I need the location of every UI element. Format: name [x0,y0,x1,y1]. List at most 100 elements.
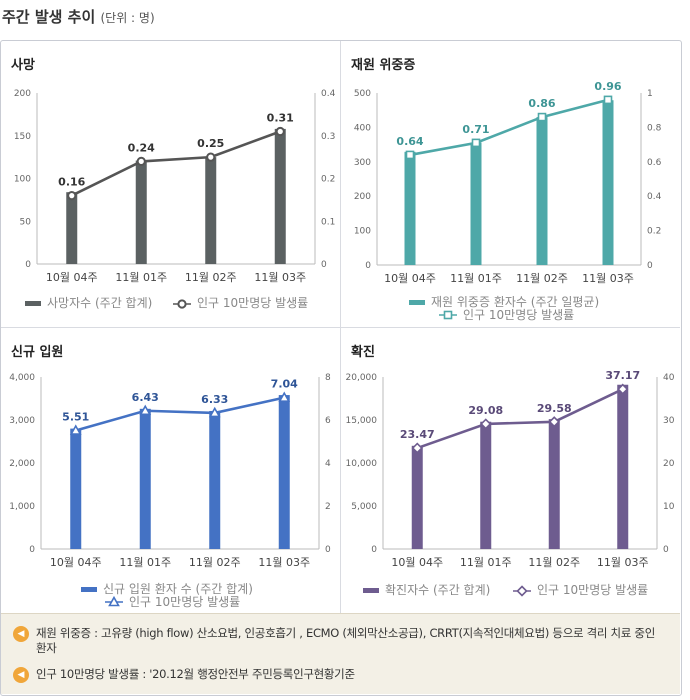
y2-tick-label: 20 [663,459,675,469]
x-tick-label: 10월 04주 [391,556,443,569]
data-label: 29.08 [468,404,503,417]
data-label: 0.64 [396,135,423,148]
x-tick-label: 10월 04주 [46,271,98,284]
x-tick-label: 10월 04주 [50,556,102,569]
chart-title: 확진 [351,344,375,360]
rate-point [411,442,423,454]
legend: 재원 위중증 환자수 (주간 일평균)인구 10만명당 발생률 [409,295,599,322]
y2-tick-label: 0 [321,260,327,270]
chart-svg: 신규 입원 0 1,000 2,000 3,000 4,000 0 2 4 6 8 10월 04주 11… [9,345,331,609]
rate-point [208,406,221,418]
bar [278,395,290,549]
legend-bar-swatch [25,301,41,306]
rate-line [71,130,281,197]
rate-point [69,424,82,435]
y-tick-label: 300 [354,158,371,168]
legend-bar-label: 사망자수 (주간 합계) [47,296,152,310]
data-label: 6.33 [201,393,228,406]
legend-bar-swatch [81,587,97,592]
y2-tick-label: 0.1 [321,217,335,227]
legend: 사망자수 (주간 합계) 인구 10만명당 발생률 [25,296,308,310]
bar [480,421,492,549]
legend-line-marker [516,585,528,597]
y2-tick-label: 0 [663,545,669,555]
legend: 확진자수 (주간 합계) 인구 10만명당 발생률 [363,583,648,597]
data-label: 0.31 [267,111,294,124]
y2-tick-label: 0.8 [647,123,662,133]
chart-panel-critical: 재원 위중증 0 100 200 300 400 500 0 0.2 0.4 0.6 0.8 1 10월 … [341,41,680,326]
bar [274,128,286,264]
bar [139,408,151,549]
rate-point [548,416,560,428]
rate-point [206,152,216,162]
y2-tick-label: 0.4 [321,89,336,99]
legend-line-marker [177,299,187,309]
legend-bar-label: 신규 입원 환자 수 (주간 합계) [103,582,253,596]
y2-tick-label: 2 [325,502,331,512]
y2-tick-label: 1 [647,89,653,99]
y-tick-label: 20,000 [346,373,378,383]
y-tick-label: 0 [371,545,377,555]
rate-point [67,191,77,201]
chart-title: 사망 [11,57,35,73]
x-tick-label: 11월 02주 [185,271,237,284]
rate-point [537,112,547,122]
data-label: 29.58 [537,402,572,415]
bar [70,428,82,549]
chart-panel-deaths: 사망 0 50 100 150 200 0 0.1 0.2 0.3 0.4 10월 04주 11월 01… [1,41,340,326]
chart-panel-admissions: 신규 입원 0 1,000 2,000 3,000 4,000 0 2 4 6 8 10월 04주 11… [1,328,340,613]
x-tick-label: 11월 01주 [450,272,502,285]
data-label: 5.51 [62,411,89,424]
page-title-text: 주간 발생 추이 [2,8,96,26]
rate-line [409,98,609,157]
rate-line [75,396,285,432]
y2-tick-label: 0 [647,261,653,271]
y-tick-label: 100 [14,175,31,185]
rate-line [416,387,624,450]
divider-horizontal [1,327,680,328]
x-tick-label: 11월 01주 [460,556,512,569]
rate-point [480,418,492,430]
y-tick-label: 15,000 [346,416,378,426]
bar [135,160,147,264]
chart-panel-confirmed: 확진 0 5,000 10,000 15,000 20,000 0 10 20 30 40 10월 0… [341,328,680,613]
legend-line-marker [108,595,120,607]
x-tick-label: 11월 02주 [516,272,568,285]
x-tick-label: 11월 03주 [254,271,306,284]
chart-svg: 재원 위중증 0 100 200 300 400 500 0 0.2 0.4 0.6 0.8 1 10월 … [351,58,662,322]
unit-label: (단위 : 명) [100,11,155,25]
y2-tick-label: 0.6 [647,158,662,168]
rate-point [278,391,291,402]
bar [470,142,482,265]
note-text: 인구 10만명당 발생률 : '20.12월 행정안전부 주민등록인구현황기준 [36,667,355,681]
y-tick-label: 100 [354,227,371,237]
bar [617,384,629,549]
y2-tick-label: 8 [325,373,331,383]
y-tick-label: 0 [25,260,31,270]
data-label: 7.04 [271,378,298,391]
legend-line-label: 인구 10만명당 발생률 [129,595,240,609]
data-label: 0.24 [128,141,155,154]
page-title: 주간 발생 추이 (단위 : 명) [2,6,155,27]
note-text: 재원 위중증 : 고유량 (high flow) 산소요법, 인공호흡기 , E… [36,626,655,655]
data-label: 37.17 [605,369,640,382]
chart-svg: 사망 0 50 100 150 200 0 0.1 0.2 0.3 0.4 10월 04주 11월 01… [11,57,336,310]
bar [602,100,614,265]
data-label: 0.96 [594,80,621,93]
y-tick-label: 150 [14,132,31,142]
legend-line-label: 인구 10만명당 발생률 [537,583,648,597]
legend: 신규 입원 환자 수 (주간 합계)인구 10만명당 발생률 [81,582,253,609]
chart-title: 재원 위중증 [351,58,415,73]
speaker-icon: ◀ [13,626,29,642]
rate-point [275,126,285,137]
legend-line-label: 인구 10만명당 발생률 [197,296,308,310]
bar [66,192,78,264]
y2-tick-label: 30 [663,416,675,426]
y-tick-label: 200 [354,192,371,202]
y-tick-label: 5,000 [351,502,377,512]
rate-point [405,150,415,160]
data-label: 6.43 [132,391,159,404]
x-tick-label: 11월 03주 [582,272,634,285]
y2-tick-label: 4 [325,459,331,469]
y2-tick-label: 0 [325,545,331,555]
